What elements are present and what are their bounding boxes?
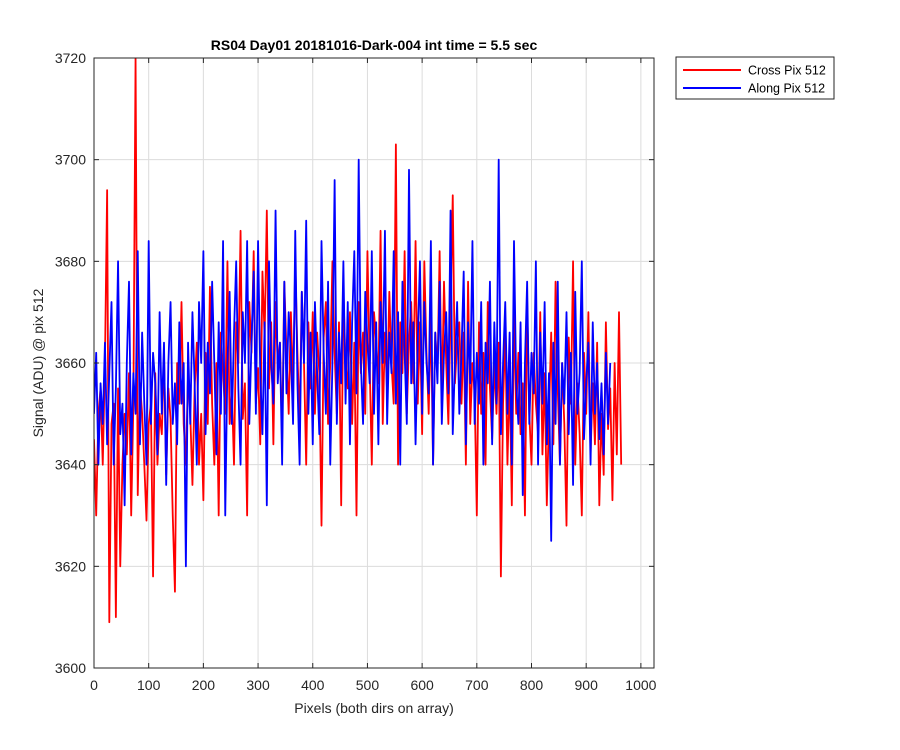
legend-label-along-pix: Along Pix 512 [748,82,825,96]
chart-title: RS04 Day01 20181016-Dark-004 int time = … [211,37,538,53]
x-axis-label: Pixels (both dirs on array) [294,700,454,716]
x-tick-label: 700 [465,677,489,693]
x-tick-label: 400 [301,677,325,693]
x-tick-label: 800 [520,677,544,693]
x-tick-label: 200 [192,677,216,693]
y-tick-label: 3660 [55,355,86,371]
y-tick-label: 3720 [55,50,86,66]
legend: Cross Pix 512 Along Pix 512 [675,56,835,100]
legend-box [675,56,835,100]
y-tick-label: 3680 [55,253,86,269]
x-tick-label: 300 [246,677,270,693]
x-tick-label: 500 [356,677,380,693]
legend-label-cross-pix: Cross Pix 512 [748,64,826,78]
x-tick-label: 900 [575,677,599,693]
y-axis-label: Signal (ADU) @ pix 512 [30,288,46,437]
x-axis-ticks: 0 100 200 300 400 500 600 700 800 900 1000 [90,58,657,693]
x-tick-label: 0 [90,677,98,693]
x-tick-label: 1000 [625,677,656,693]
y-tick-label: 3700 [55,152,86,168]
x-tick-label: 600 [410,677,434,693]
y-tick-label: 3640 [55,457,86,473]
series-line-along-pix [94,158,612,568]
y-axis-ticks: 3600 3620 3640 3660 3680 3700 3720 [55,50,654,676]
y-tick-label: 3620 [55,558,86,574]
x-tick-label: 100 [137,677,161,693]
y-tick-label: 3600 [55,660,86,676]
series-layer [94,58,623,624]
